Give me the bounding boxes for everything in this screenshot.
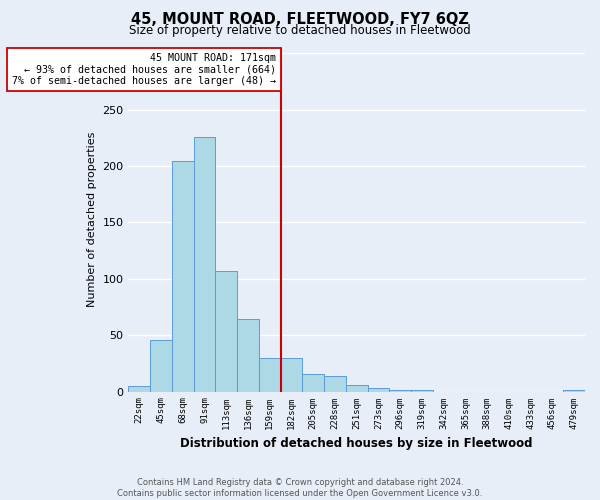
Bar bbox=[150, 340, 172, 392]
Bar bbox=[281, 358, 302, 392]
Bar bbox=[389, 390, 411, 392]
Bar bbox=[128, 386, 150, 392]
Y-axis label: Number of detached properties: Number of detached properties bbox=[87, 132, 97, 307]
Bar bbox=[194, 136, 215, 392]
Bar bbox=[368, 388, 389, 392]
Text: 45, MOUNT ROAD, FLEETWOOD, FY7 6QZ: 45, MOUNT ROAD, FLEETWOOD, FY7 6QZ bbox=[131, 12, 469, 28]
Bar bbox=[563, 390, 585, 392]
Bar bbox=[302, 374, 324, 392]
Text: Contains HM Land Registry data © Crown copyright and database right 2024.
Contai: Contains HM Land Registry data © Crown c… bbox=[118, 478, 482, 498]
Bar bbox=[324, 376, 346, 392]
X-axis label: Distribution of detached houses by size in Fleetwood: Distribution of detached houses by size … bbox=[181, 437, 533, 450]
Text: 45 MOUNT ROAD: 171sqm
← 93% of detached houses are smaller (664)
7% of semi-deta: 45 MOUNT ROAD: 171sqm ← 93% of detached … bbox=[12, 53, 276, 86]
Bar bbox=[237, 320, 259, 392]
Text: Size of property relative to detached houses in Fleetwood: Size of property relative to detached ho… bbox=[129, 24, 471, 37]
Bar bbox=[346, 385, 368, 392]
Bar bbox=[411, 390, 433, 392]
Bar bbox=[259, 358, 281, 392]
Bar bbox=[172, 162, 194, 392]
Bar bbox=[215, 271, 237, 392]
